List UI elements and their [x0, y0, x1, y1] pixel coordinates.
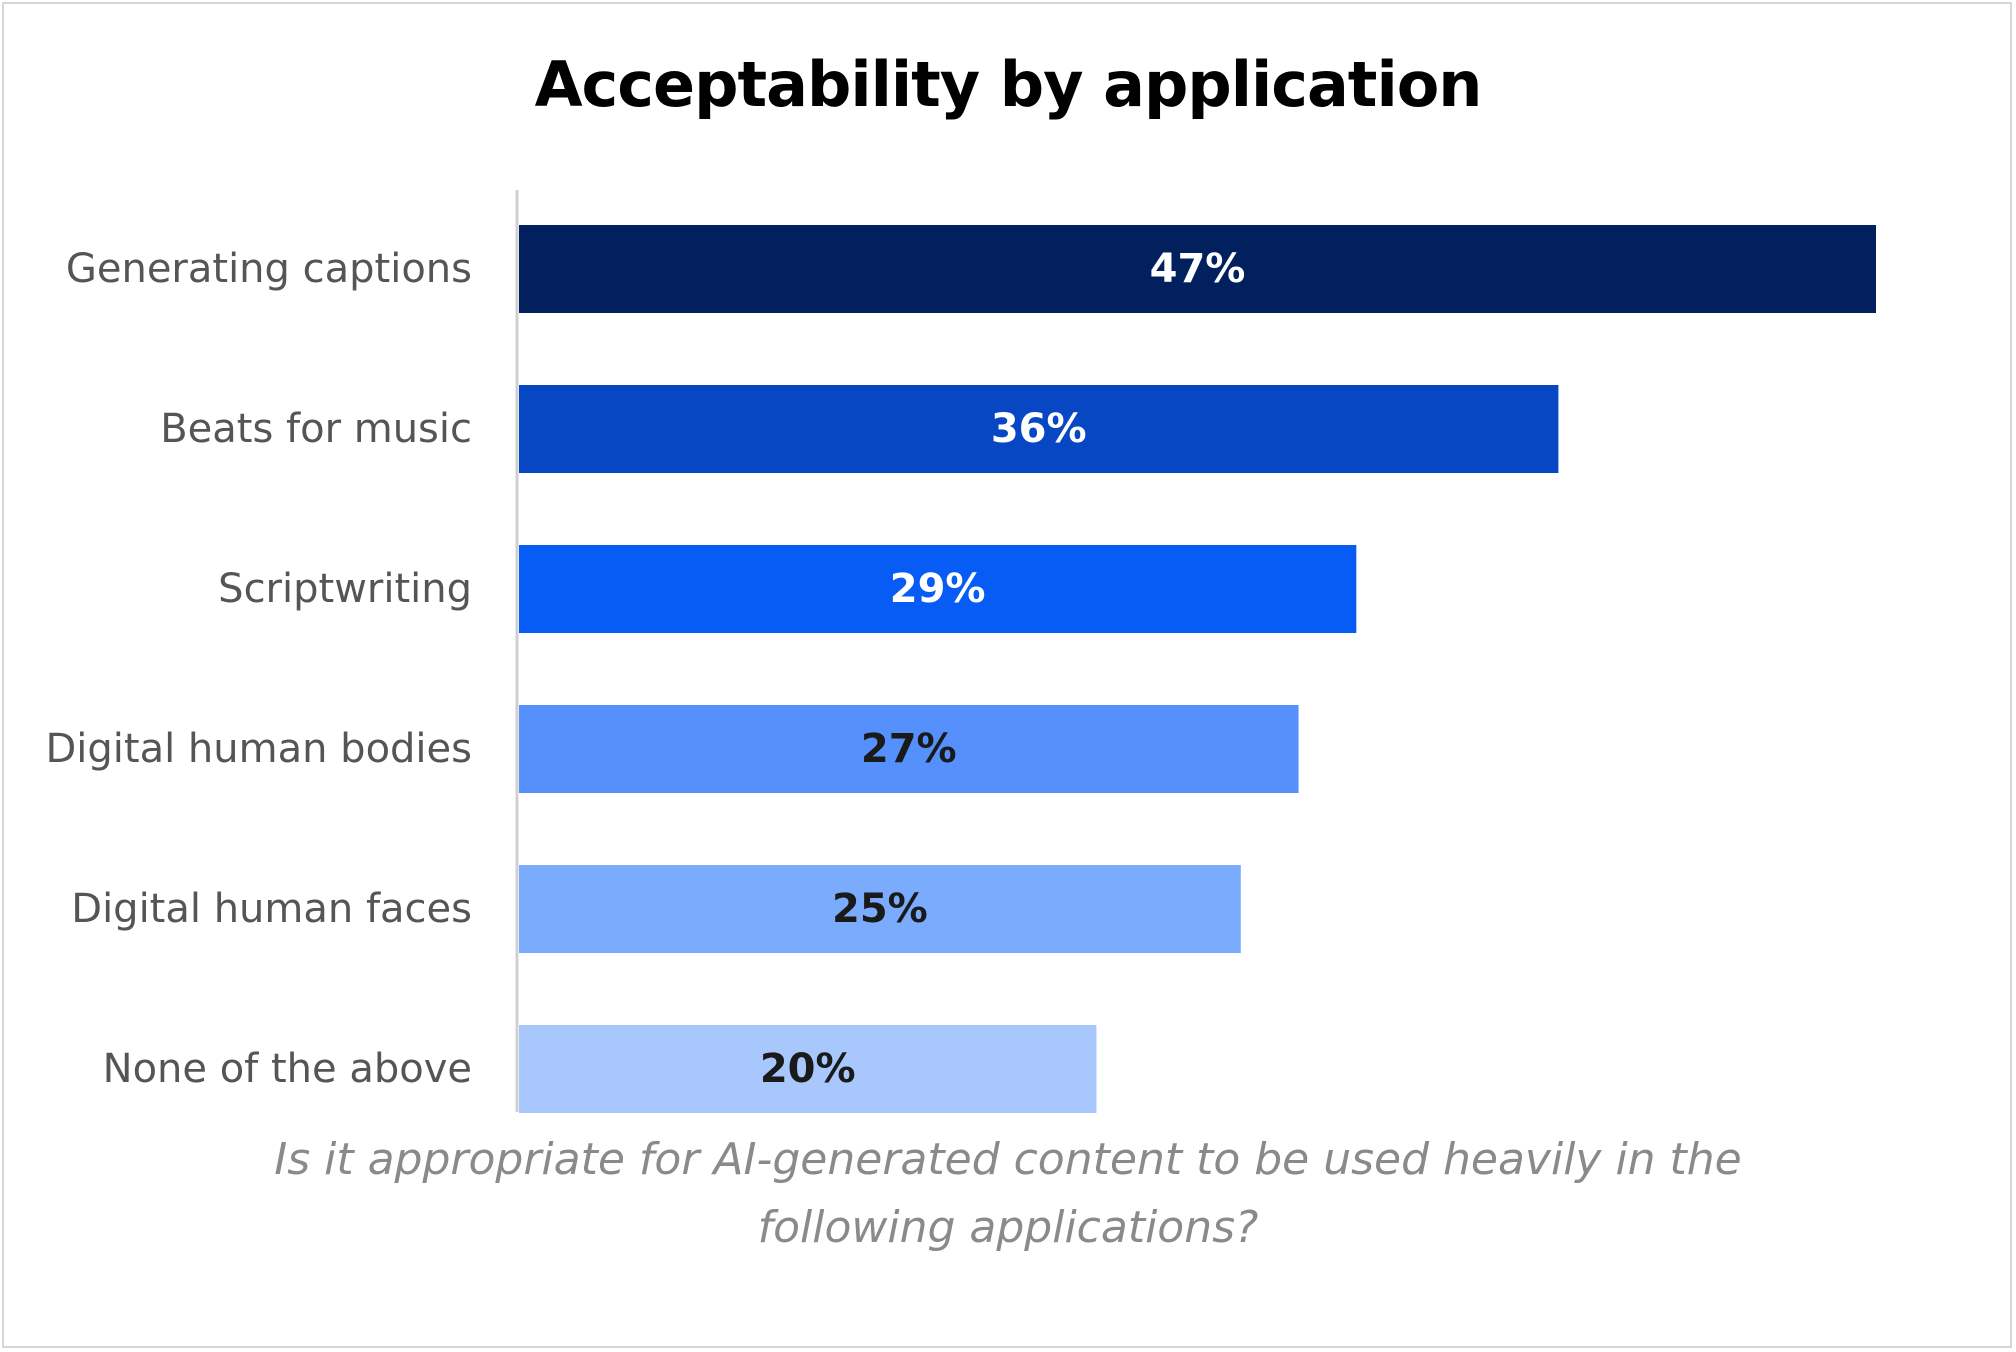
data-label: 47% [1150, 246, 1246, 292]
subtitle-line-1: Is it appropriate for AI-generated conte… [274, 1134, 1742, 1185]
bar-beats-for-music [519, 385, 1559, 473]
category-label: None of the above [103, 1046, 472, 1092]
bar-none-of-the-above [519, 1025, 1097, 1113]
data-label: 25% [832, 886, 928, 932]
subtitle-line-2: following applications? [757, 1202, 1259, 1253]
data-label: 27% [861, 726, 957, 772]
data-label: 29% [890, 566, 986, 612]
bar-scriptwriting [519, 545, 1357, 633]
category-label: Beats for music [160, 406, 472, 452]
category-label: Digital human bodies [45, 726, 472, 772]
bar-digital-human-faces [519, 865, 1241, 953]
category-label: Digital human faces [71, 886, 472, 932]
data-label: 20% [760, 1046, 856, 1092]
bar-digital-human-bodies [519, 705, 1299, 793]
chart-title: Acceptability by application [534, 48, 1483, 121]
chart-subtitle: Is it appropriate for AI-generated conte… [0, 1126, 2016, 1262]
bar-generating-captions [519, 225, 1876, 313]
data-label: 36% [991, 406, 1087, 452]
category-label: Generating captions [66, 246, 472, 292]
category-label: Scriptwriting [218, 566, 472, 612]
